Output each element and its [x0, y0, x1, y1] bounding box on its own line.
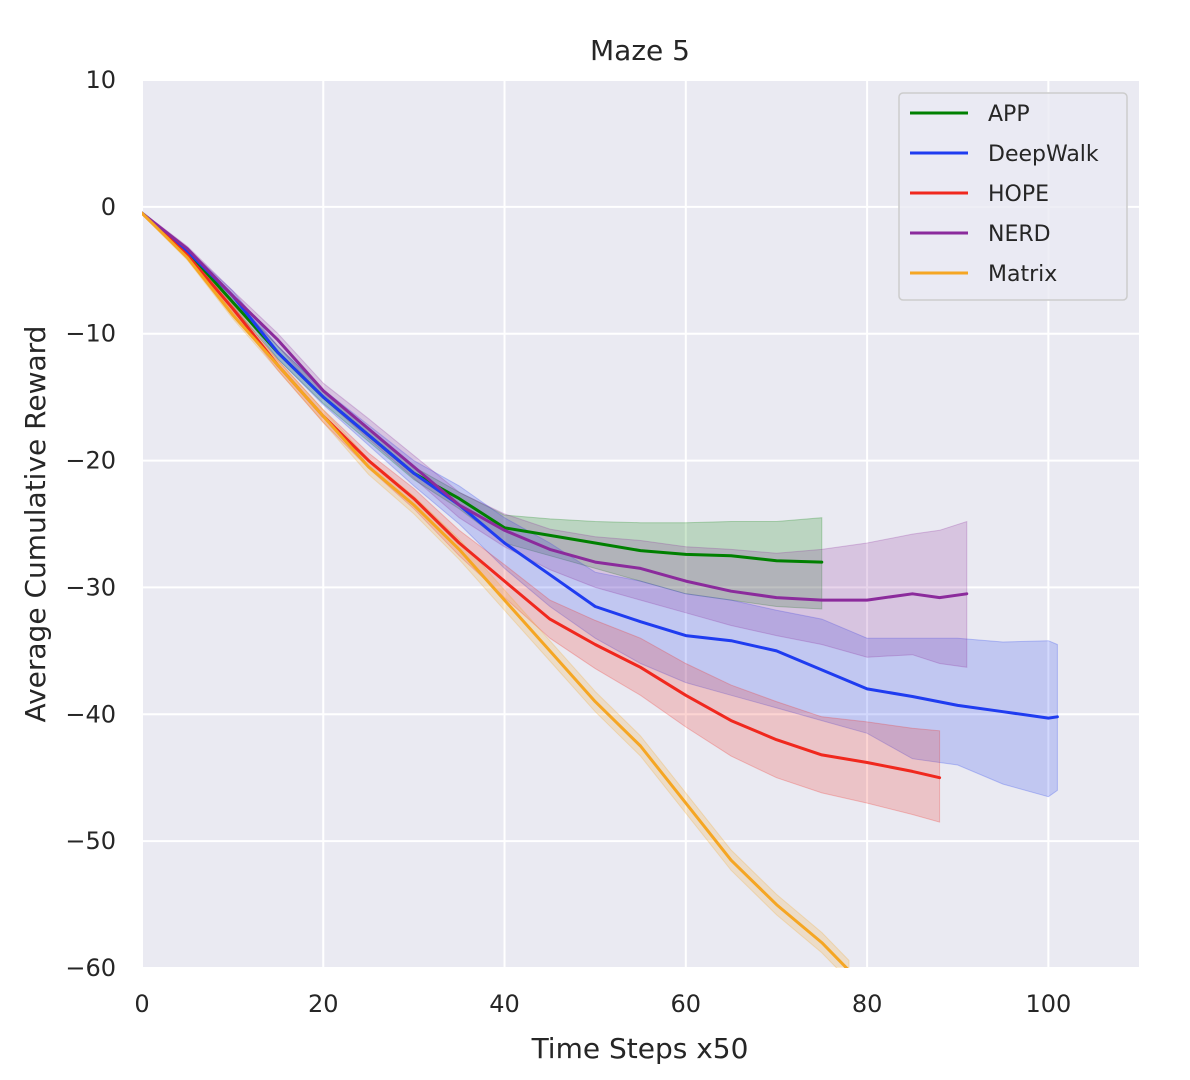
y-tick-label: −30 [65, 573, 116, 601]
y-tick-label: −40 [65, 700, 116, 728]
y-tick-label: −10 [65, 320, 116, 348]
x-tick-label: 0 [134, 990, 149, 1018]
y-tick-label: 10 [85, 66, 116, 94]
y-tick-label: −20 [65, 447, 116, 475]
line-nerd [142, 211, 969, 602]
chart-title: Maze 5 [590, 34, 690, 67]
y-tick-label: −50 [65, 827, 116, 855]
y-axis-title: Average Cumulative Reward [19, 326, 52, 723]
band-nerd [142, 211, 968, 668]
x-tick-label: 60 [671, 990, 702, 1018]
x-tick-label: 40 [489, 990, 520, 1018]
x-tick-label: 20 [308, 990, 339, 1018]
legend-label-nerd: NERD [988, 222, 1051, 247]
line-deepwalk [142, 211, 1059, 720]
legend-label-hope: HOPE [988, 182, 1049, 207]
band-deepwalk [142, 211, 1058, 798]
line-matrix [142, 211, 849, 968]
x-tick-labels: 0 20 40 60 80 100 [134, 990, 1071, 1018]
legend-label-deepwalk: DeepWalk [988, 142, 1099, 167]
legend-box [898, 92, 1128, 301]
legend-label-app: APP [988, 102, 1030, 127]
legend-label-matrix: Matrix [988, 262, 1057, 287]
y-tick-labels: −60 −50 −40 −30 −20 −10 0 10 [65, 66, 116, 982]
x-tick-label: 100 [1025, 990, 1071, 1018]
y-tick-label: −60 [65, 954, 116, 982]
x-axis-title: Time Steps x50 [531, 1032, 749, 1065]
legend: APP DeepWalk HOPE NERD Matrix [898, 92, 1128, 301]
y-tick-label: 0 [101, 193, 116, 221]
series-lines [142, 211, 1059, 968]
grid [141, 79, 1139, 969]
line-app [142, 211, 824, 564]
x-tick-label: 80 [852, 990, 883, 1018]
